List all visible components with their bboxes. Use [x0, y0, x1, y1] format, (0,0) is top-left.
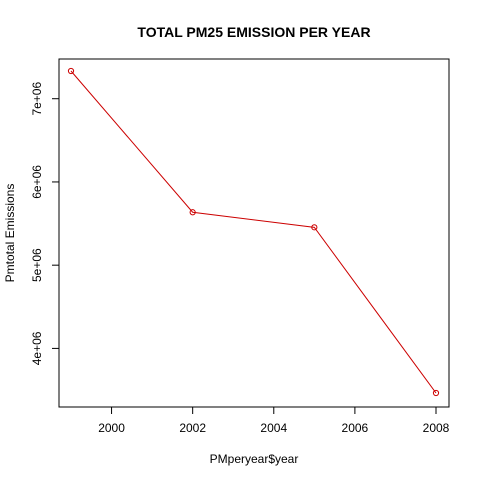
series-layer: [67, 67, 440, 397]
chart-title: TOTAL PM25 EMISSION PER YEAR: [137, 24, 370, 40]
x-axis-label: PMperyear$year: [210, 452, 299, 466]
data-point: [311, 224, 318, 231]
x-tick-label: 2000: [98, 421, 125, 435]
x-tick-label: 2002: [179, 421, 206, 435]
y-tick-label: 7e+06: [30, 82, 44, 116]
y-axis-label: Pmtotal Emissions: [3, 184, 17, 283]
x-axis: 2000 2002 2004 2006 2008: [98, 407, 450, 435]
y-axis: 4e+06 5e+06 6e+06 7e+06: [30, 82, 59, 365]
data-point: [432, 389, 440, 397]
data-point: [189, 209, 196, 216]
plot-area-frame: [58, 58, 450, 408]
x-tick-label: 2004: [260, 421, 287, 435]
data-point: [67, 67, 75, 75]
y-tick-label: 4e+06: [30, 331, 44, 365]
y-tick-label: 6e+06: [30, 165, 44, 199]
x-tick-label: 2008: [423, 421, 450, 435]
x-tick-label: 2006: [342, 421, 369, 435]
series-line: [70, 70, 437, 394]
y-tick-label: 5e+06: [30, 248, 44, 282]
